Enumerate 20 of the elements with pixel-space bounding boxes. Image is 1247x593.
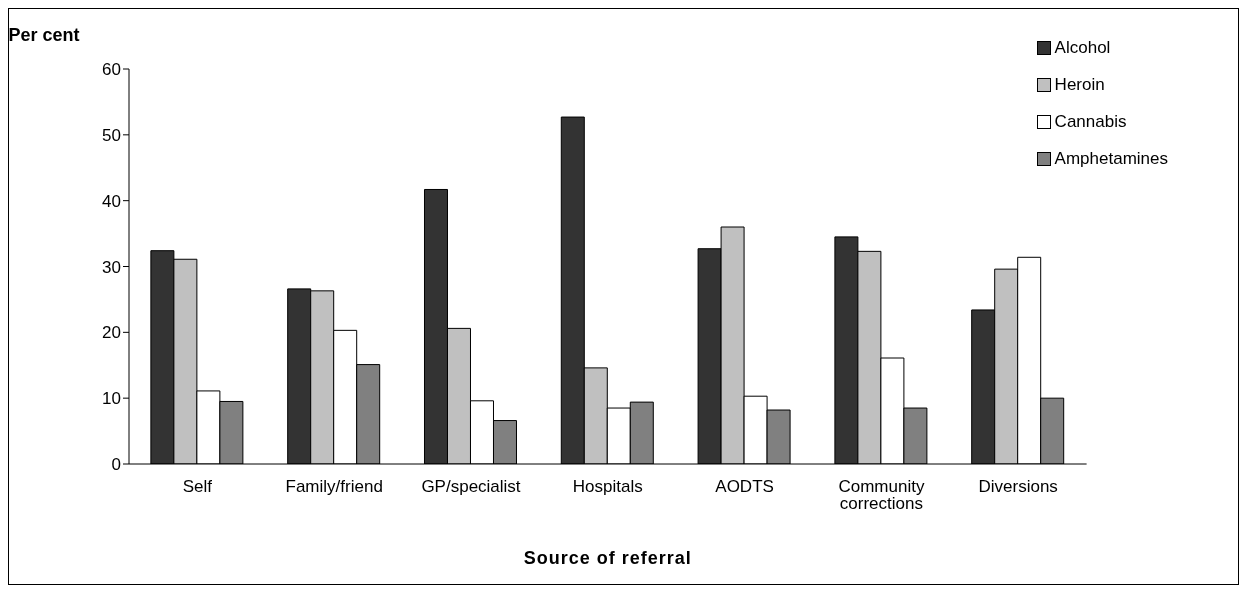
legend-label: Alcohol: [1054, 37, 1111, 58]
legend-label: Heroin: [1054, 74, 1105, 95]
y-tick-label: 40: [102, 191, 121, 211]
x-tick-label: Hospitals: [572, 477, 643, 497]
x-tick-label: Community corrections: [838, 477, 925, 514]
y-tick-label: 0: [111, 455, 121, 475]
y-tick-label: 20: [102, 323, 121, 343]
x-tick-label: Self: [182, 477, 213, 497]
y-tick-label: 30: [102, 257, 121, 277]
x-axis-title: Source of referral: [523, 548, 692, 568]
legend-label: Cannabis: [1054, 111, 1127, 132]
y-tick-label: 10: [102, 389, 121, 409]
x-tick-label: Family/friend: [285, 477, 383, 497]
y-tick-label: 60: [102, 60, 121, 80]
x-tick-label: Diversions: [978, 477, 1058, 497]
x-tick-label: AODTS: [715, 477, 774, 497]
y-axis-title: Per cent: [8, 25, 80, 45]
y-tick-label: 50: [102, 125, 121, 145]
legend-label: Amphetamines: [1054, 148, 1168, 169]
x-tick-label: GP/specialist: [421, 477, 521, 497]
